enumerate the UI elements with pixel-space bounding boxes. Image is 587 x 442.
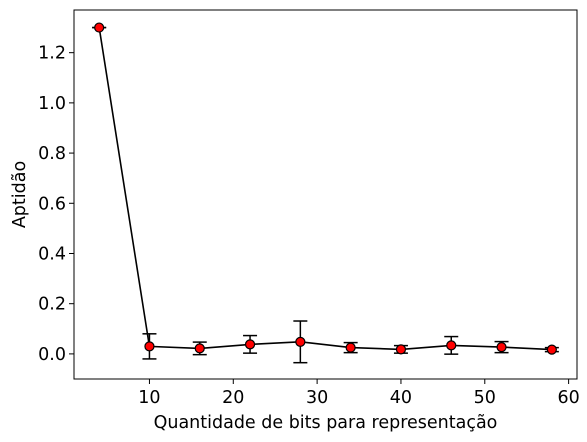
y-tick-label: 0.2 xyxy=(38,295,66,315)
data-point xyxy=(144,341,155,352)
data-point xyxy=(194,343,205,354)
tick-labels: 10 20 30 40 50 60 0.0 0.2 0.4 0.6 0.8 1.0 1.2 xyxy=(38,44,580,408)
x-tick-label: 60 xyxy=(557,388,579,408)
tick-marks xyxy=(69,52,570,384)
x-tick-label: 40 xyxy=(390,388,412,408)
y-tick-label: 0.8 xyxy=(38,144,66,164)
x-axis-label: Quantidade de bits para representação xyxy=(154,413,498,433)
y-tick-label: 0.0 xyxy=(38,345,66,365)
data-point xyxy=(345,342,356,353)
x-tick-label: 50 xyxy=(474,388,496,408)
data-series xyxy=(92,22,559,364)
y-tick-label: 0.4 xyxy=(38,244,66,264)
y-tick-label: 1.0 xyxy=(38,94,66,114)
y-tick-label: 0.6 xyxy=(38,194,66,214)
data-point xyxy=(395,344,407,355)
y-axis-label: Aptidão xyxy=(10,161,30,228)
data-point xyxy=(94,22,105,33)
x-tick-label: 10 xyxy=(138,388,160,408)
data-point xyxy=(496,342,507,353)
data-point xyxy=(446,340,457,351)
data-point xyxy=(546,344,557,355)
y-tick-label: 1.2 xyxy=(38,44,66,64)
plot-area-frame xyxy=(73,9,578,380)
data-point xyxy=(244,339,256,350)
x-tick-label: 30 xyxy=(306,388,328,408)
data-point xyxy=(295,336,306,347)
series-line xyxy=(98,27,552,351)
x-tick-label: 20 xyxy=(222,388,244,408)
